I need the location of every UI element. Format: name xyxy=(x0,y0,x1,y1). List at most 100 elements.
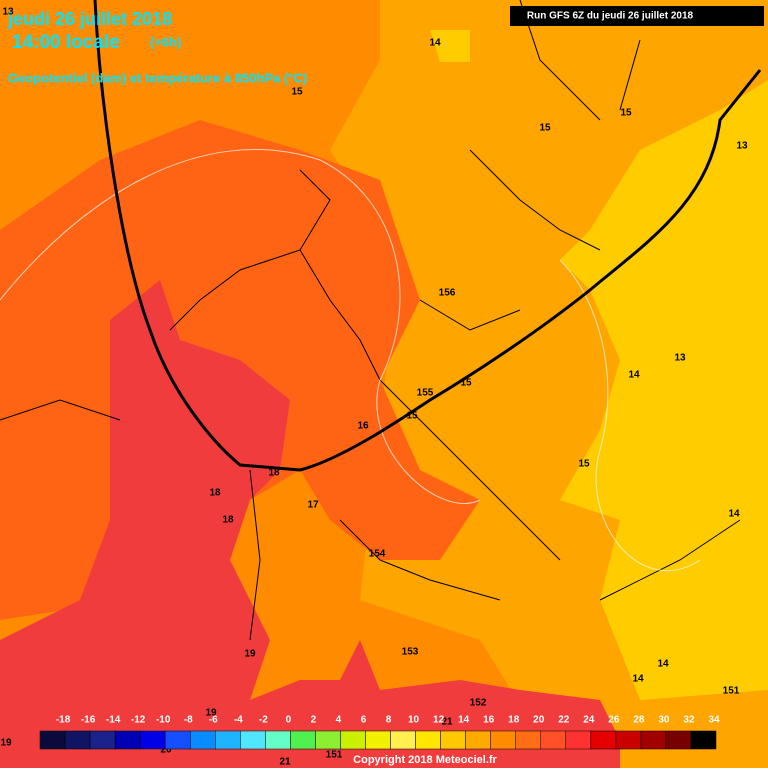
contour-label: 19 xyxy=(205,708,217,719)
legend-label: -18 xyxy=(56,715,71,726)
legend-label: -12 xyxy=(131,715,146,726)
legend-label: 22 xyxy=(558,715,570,726)
contour-label: 154 xyxy=(369,549,386,560)
legend-swatch xyxy=(490,730,516,750)
temp-zone xyxy=(560,80,768,700)
contour-label: 13 xyxy=(736,141,748,152)
legend-label: 28 xyxy=(633,715,645,726)
legend-swatch xyxy=(240,730,266,750)
contour-label: 15 xyxy=(406,411,418,422)
legend-swatch xyxy=(365,730,391,750)
contour-label: 153 xyxy=(402,647,419,658)
legend-label: 24 xyxy=(583,715,595,726)
legend-swatch xyxy=(64,730,91,750)
geopotential-contour xyxy=(93,0,762,472)
legend-swatch xyxy=(415,730,441,750)
contour-label: 15 xyxy=(620,108,632,119)
contour-label: 15 xyxy=(460,378,472,389)
contour-label: 13 xyxy=(2,7,14,18)
borders xyxy=(0,0,741,641)
contour-label: 15 xyxy=(539,123,551,134)
legend-label: 0 xyxy=(286,715,292,726)
legend-label: -4 xyxy=(234,715,243,726)
legend-label: -10 xyxy=(156,715,171,726)
legend-label: 2 xyxy=(311,715,317,726)
contour-label: 152 xyxy=(470,698,487,709)
legend-label: 16 xyxy=(483,715,495,726)
contour-label: 15 xyxy=(291,87,303,98)
legend-label: -14 xyxy=(106,715,121,726)
legend-label: 10 xyxy=(408,715,420,726)
contour-label: 156 xyxy=(439,288,456,299)
legend-label: 30 xyxy=(658,715,670,726)
legend-label: 18 xyxy=(508,715,520,726)
legend-swatch xyxy=(265,730,291,750)
copyright: Copyright 2018 Meteociel.fr xyxy=(353,754,497,766)
legend-swatch xyxy=(390,730,416,750)
legend-label: 32 xyxy=(683,715,695,726)
legend-swatch xyxy=(565,730,592,750)
legend-label: 6 xyxy=(361,715,367,726)
legend-swatch xyxy=(164,730,191,750)
legend-swatch xyxy=(615,730,642,750)
contour-label: 20 xyxy=(160,745,172,756)
legend-label: 8 xyxy=(386,715,392,726)
contour-label: 17 xyxy=(307,500,319,511)
legend-swatch xyxy=(315,730,341,750)
contour-label: 19 xyxy=(244,649,256,660)
run-info: Run GFS 6Z du jeudi 26 juillet 2018 xyxy=(527,11,694,22)
legend-swatch xyxy=(189,730,216,750)
run-box xyxy=(510,6,764,26)
legend-label: -6 xyxy=(209,715,218,726)
contour-label: 151 xyxy=(326,750,343,761)
legend-label: 20 xyxy=(533,715,545,726)
contour-label: 15 xyxy=(578,459,590,470)
subtitle: Geopotentiel (dam) et température à 850h… xyxy=(8,70,307,85)
legend-swatch xyxy=(39,730,66,750)
legend-label: 26 xyxy=(608,715,620,726)
legend-label: 4 xyxy=(336,715,342,726)
legend-swatch xyxy=(640,730,667,750)
legend-swatch xyxy=(139,730,166,750)
contour-label: 18 xyxy=(268,468,280,479)
legend-label: 34 xyxy=(708,715,720,726)
contour-label: 13 xyxy=(674,353,686,364)
contour-label: 151 xyxy=(723,686,740,697)
contour-label: 18 xyxy=(209,488,221,499)
legend-swatch xyxy=(340,730,366,750)
temp-zone xyxy=(0,280,620,768)
legend-swatch xyxy=(114,730,141,750)
legend-swatch xyxy=(440,730,466,750)
legend-swatch xyxy=(215,730,241,750)
isotherms xyxy=(0,149,701,572)
legend-label: 14 xyxy=(458,715,470,726)
contour-label: 18 xyxy=(222,515,234,526)
date: jeudi 26 juillet 2018 xyxy=(7,9,172,29)
contour-label: 155 xyxy=(417,388,434,399)
offset: (+6h) xyxy=(150,34,181,49)
contour-label: 19 xyxy=(0,738,12,749)
legend-label: 12 xyxy=(433,715,445,726)
contour-label: 14 xyxy=(429,38,441,49)
legend-label: -2 xyxy=(259,715,268,726)
legend-label: -16 xyxy=(81,715,96,726)
temp-zone xyxy=(430,30,470,62)
contour-label: 14 xyxy=(632,674,644,685)
legend-swatch xyxy=(540,730,567,750)
legend-swatch xyxy=(590,730,617,750)
contour-label: 14 xyxy=(628,370,640,381)
time: 14:00 locale xyxy=(12,32,120,53)
contour-label: 21 xyxy=(441,717,453,728)
legend-swatch xyxy=(515,730,541,750)
legend-label: -8 xyxy=(184,715,193,726)
legend-swatch xyxy=(665,730,692,750)
contour-label: 14 xyxy=(657,659,669,670)
contour-label: 16 xyxy=(357,421,369,432)
legend-swatch xyxy=(690,730,717,750)
contour-label: 14 xyxy=(728,509,740,520)
legend-swatch xyxy=(465,730,491,750)
contour-label: 21 xyxy=(279,757,291,768)
legend-swatch xyxy=(89,730,116,750)
legend-swatch xyxy=(290,730,316,750)
